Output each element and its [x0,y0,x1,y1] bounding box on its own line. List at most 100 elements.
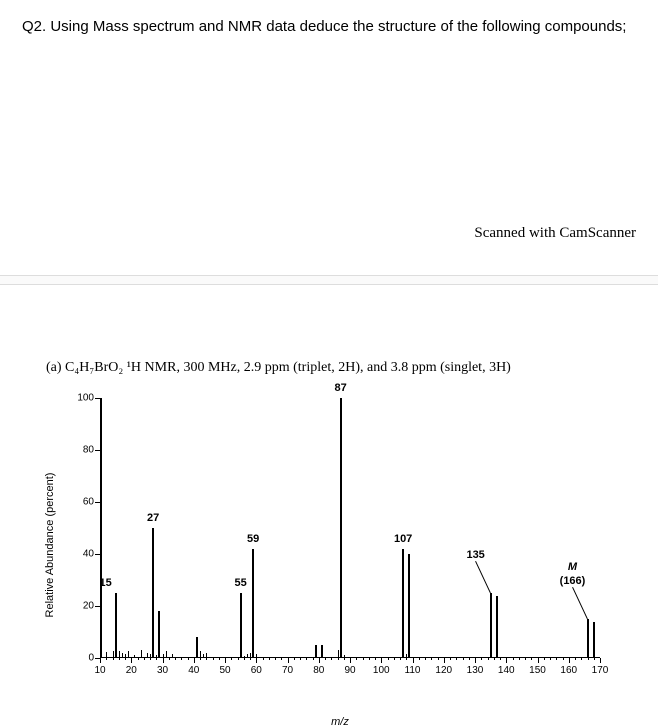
x-minor-tick [494,658,495,660]
peak-bar [315,645,317,658]
x-minor-tick [469,658,470,660]
x-minor-tick [419,658,420,660]
x-minor-tick [156,658,157,660]
y-axis [100,398,102,658]
x-tick [538,658,539,663]
x-minor-tick [531,658,532,660]
x-minor-tick [556,658,557,660]
x-tick-label: 170 [592,665,609,676]
peak-bar [402,549,404,658]
noise-peak [113,651,114,658]
noise-peak [256,654,257,658]
section-divider [0,275,658,285]
noise-peak [106,652,107,658]
plot-area: 0204060801001020304050607080901001101201… [100,398,600,658]
x-minor-tick [375,658,376,660]
x-minor-tick [188,658,189,660]
y-tick [95,502,100,503]
noise-peak [247,654,248,658]
x-tick-label: 50 [219,665,230,676]
x-minor-tick [294,658,295,660]
y-tick-label: 100 [72,393,94,404]
x-minor-tick [169,658,170,660]
x-minor-tick [231,658,232,660]
noise-peak [344,655,345,658]
x-minor-tick [463,658,464,660]
x-tick-label: 140 [498,665,515,676]
peak-label: 15 [100,577,112,589]
x-tick [319,658,320,663]
noise-peak [128,651,129,658]
x-tick-label: 40 [188,665,199,676]
x-minor-tick [206,658,207,660]
noise-peak [172,654,173,658]
x-tick-label: 80 [313,665,324,676]
y-tick [95,398,100,399]
noise-peak [206,653,207,658]
x-minor-tick [406,658,407,660]
peak-bar [115,593,117,658]
noise-peak [163,654,164,658]
x-minor-tick [175,658,176,660]
x-minor-tick [581,658,582,660]
leader-line [572,587,588,619]
x-minor-tick [488,658,489,660]
y-tick [95,554,100,555]
peak-bar [196,637,198,658]
x-tick [381,658,382,663]
x-tick [131,658,132,663]
x-tick-label: 160 [560,665,577,676]
x-minor-tick [113,658,114,660]
x-tick [506,658,507,663]
noise-peak [119,651,120,658]
x-minor-tick [344,658,345,660]
x-tick-label: 70 [282,665,293,676]
peak-label: 135 [466,549,484,561]
x-minor-tick [550,658,551,660]
peak-bar [321,645,323,658]
x-minor-tick [200,658,201,660]
x-minor-tick [563,658,564,660]
x-minor-tick [456,658,457,660]
x-minor-tick [244,658,245,660]
peak-bar [587,619,589,658]
x-minor-tick [544,658,545,660]
x-tick [350,658,351,663]
noise-peak [141,650,142,658]
y-tick-label: 40 [72,549,94,560]
x-tick-label: 90 [344,665,355,676]
x-minor-tick [481,658,482,660]
leader-line [475,561,491,593]
x-tick-label: 10 [94,665,105,676]
y-tick-label: 20 [72,601,94,612]
peak-bar [496,596,498,658]
x-minor-tick [275,658,276,660]
x-minor-tick [138,658,139,660]
x-minor-tick [438,658,439,660]
x-minor-tick [250,658,251,660]
x-tick-label: 30 [157,665,168,676]
x-minor-tick [369,658,370,660]
subquestion-text: (a) C₄H₇BrO₂ ¹H NMR, 300 MHz, 2.9 ppm (t… [46,360,511,376]
noise-peak [150,654,151,658]
x-minor-tick [181,658,182,660]
peak-label: 27 [147,512,159,524]
noise-peak [125,654,126,658]
peak-label: 59 [247,533,259,545]
x-minor-tick [338,658,339,660]
x-minor-tick [500,658,501,660]
x-minor-tick [450,658,451,660]
peak-bar [408,554,410,658]
peak-bar [240,593,242,658]
x-minor-tick [144,658,145,660]
y-tick-label: 60 [72,497,94,508]
x-minor-tick [325,658,326,660]
watermark-text: Scanned with CamScanner [474,225,636,242]
noise-peak [250,653,251,658]
peak-bar [593,622,595,658]
noise-peak [122,653,123,658]
x-minor-tick [306,658,307,660]
x-minor-tick [513,658,514,660]
noise-peak [147,653,148,658]
x-tick [475,658,476,663]
